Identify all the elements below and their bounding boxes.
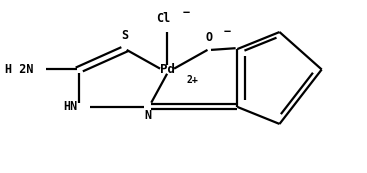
Text: H 2N: H 2N [5, 63, 33, 76]
Text: N: N [144, 110, 151, 122]
Text: Pd: Pd [160, 63, 175, 76]
Text: HN: HN [63, 101, 77, 113]
Text: O: O [206, 31, 213, 44]
Text: −: − [223, 25, 230, 38]
Text: 2+: 2+ [186, 75, 198, 85]
Text: S: S [121, 29, 128, 42]
Text: −: − [183, 6, 190, 19]
Text: Cl: Cl [156, 12, 171, 25]
